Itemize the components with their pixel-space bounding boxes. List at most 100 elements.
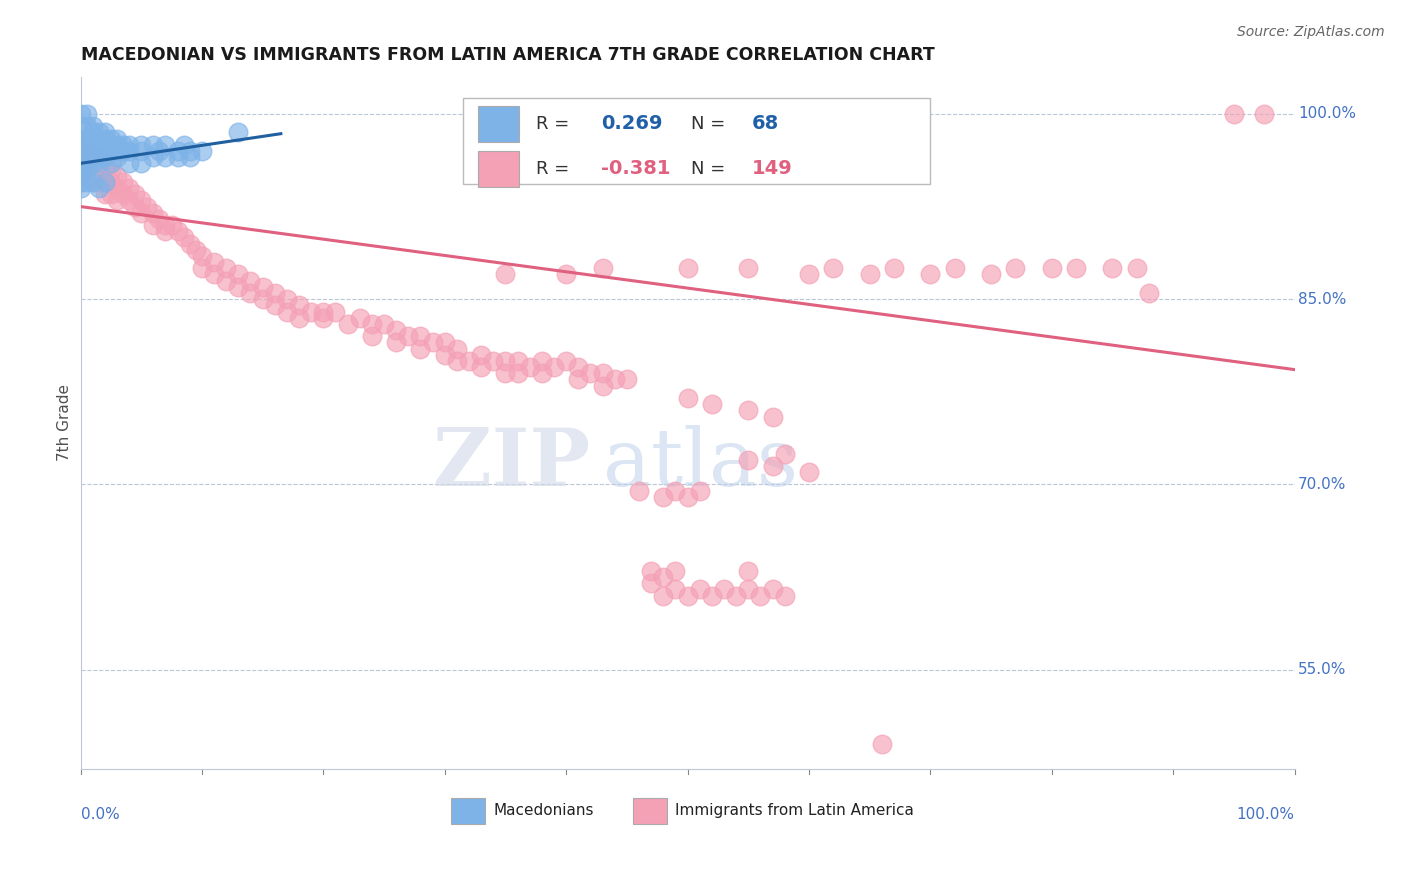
Text: Immigrants from Latin America: Immigrants from Latin America <box>675 803 914 818</box>
Point <box>446 354 468 368</box>
Point <box>299 304 322 318</box>
Text: Macedonians: Macedonians <box>494 803 593 818</box>
Point <box>191 249 214 263</box>
Point <box>82 150 104 164</box>
Point <box>76 156 98 170</box>
Point <box>69 131 91 145</box>
Point <box>94 150 117 164</box>
Point <box>761 458 783 473</box>
Point <box>202 268 225 282</box>
Point <box>325 304 347 318</box>
Text: 100.0%: 100.0% <box>1298 106 1357 121</box>
Point <box>69 181 91 195</box>
Point <box>100 175 122 189</box>
Point <box>458 354 481 368</box>
Point <box>166 144 188 158</box>
Point <box>179 150 201 164</box>
Point <box>446 342 468 356</box>
Point <box>94 162 117 177</box>
Point <box>82 162 104 177</box>
Point <box>737 582 759 597</box>
Point <box>202 255 225 269</box>
Point <box>555 268 578 282</box>
Point <box>627 483 650 498</box>
Point <box>689 582 711 597</box>
Text: atlas: atlas <box>603 425 797 503</box>
Point <box>506 367 529 381</box>
Point <box>136 200 159 214</box>
Point <box>1064 261 1087 276</box>
Point <box>616 372 638 386</box>
Text: 0.0%: 0.0% <box>80 806 120 822</box>
Point <box>664 582 686 597</box>
Point <box>118 156 141 170</box>
Point <box>689 483 711 498</box>
Point <box>409 329 432 343</box>
Point <box>76 120 98 134</box>
Point <box>603 372 626 386</box>
Point <box>94 175 117 189</box>
Point <box>664 483 686 498</box>
Point <box>592 367 614 381</box>
Point <box>124 187 146 202</box>
Point <box>494 354 516 368</box>
Point <box>155 150 177 164</box>
Point <box>797 465 820 479</box>
Text: 100.0%: 100.0% <box>1237 806 1295 822</box>
FancyBboxPatch shape <box>478 105 519 142</box>
Point <box>69 137 91 152</box>
Point <box>1253 107 1275 121</box>
Point <box>883 261 905 276</box>
Point <box>700 397 723 411</box>
Point <box>276 292 298 306</box>
Point <box>276 304 298 318</box>
Point <box>530 354 553 368</box>
Point <box>155 218 177 232</box>
Point <box>494 367 516 381</box>
Point <box>129 137 152 152</box>
Point <box>263 286 285 301</box>
Point <box>105 169 128 183</box>
Point <box>859 268 882 282</box>
Point <box>797 268 820 282</box>
Point <box>664 564 686 578</box>
Point <box>76 137 98 152</box>
Text: 68: 68 <box>752 114 779 133</box>
Point <box>105 150 128 164</box>
Point <box>215 261 238 276</box>
Point <box>142 218 165 232</box>
Point <box>737 403 759 417</box>
Point <box>725 589 748 603</box>
Point <box>1223 107 1246 121</box>
Point <box>773 447 796 461</box>
Point <box>173 137 195 152</box>
Point <box>761 582 783 597</box>
Point <box>105 131 128 145</box>
Point <box>191 261 214 276</box>
Text: R =: R = <box>536 114 575 133</box>
Point <box>129 194 152 208</box>
Text: N =: N = <box>692 160 731 178</box>
Point <box>82 144 104 158</box>
Point <box>409 342 432 356</box>
Point <box>82 175 104 189</box>
Point <box>422 335 444 350</box>
Point <box>385 335 408 350</box>
Point <box>76 156 98 170</box>
Point <box>312 310 335 325</box>
Point <box>105 181 128 195</box>
Point <box>173 230 195 244</box>
Point <box>252 292 274 306</box>
Point <box>82 150 104 164</box>
Point <box>640 564 662 578</box>
Point <box>100 187 122 202</box>
Point <box>69 120 91 134</box>
Point <box>94 131 117 145</box>
Point <box>94 175 117 189</box>
Point <box>312 304 335 318</box>
Point <box>129 156 152 170</box>
Point <box>433 335 456 350</box>
Point <box>737 452 759 467</box>
Point <box>142 150 165 164</box>
Point <box>87 156 110 170</box>
